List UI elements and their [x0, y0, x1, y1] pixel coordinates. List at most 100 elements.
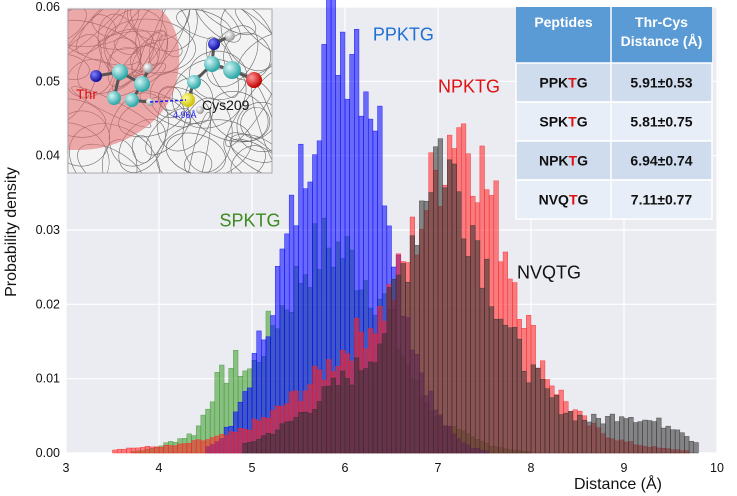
bar-nvqtg: [288, 420, 295, 454]
atom: [187, 75, 201, 89]
table-header-bg: [516, 7, 712, 63]
peptide-prefix: NPK: [539, 153, 569, 169]
bar-nvqtg: [619, 416, 625, 454]
bar-npktg: [219, 434, 225, 454]
table-cell-peptide: NVQTG: [539, 192, 589, 208]
bar-nvqtg: [633, 422, 639, 454]
bar-nvqtg: [461, 238, 467, 454]
series-labels: PPKTG NPKTG SPKTG NVQTG: [219, 24, 581, 282]
atom: [107, 91, 121, 105]
bar-nvqtg: [521, 370, 527, 454]
bar-nvqtg: [335, 385, 341, 454]
bar-npktg: [209, 437, 216, 454]
bar-nvqtg: [665, 425, 671, 454]
bar-nvqtg: [265, 433, 271, 454]
atom: [246, 72, 262, 88]
peptide-suffix: G: [577, 114, 588, 130]
bar-nvqtg: [377, 343, 383, 454]
bar-nvqtg: [642, 419, 648, 454]
histogram-bars: [112, 0, 699, 454]
peptide-prefix: PPK: [539, 75, 568, 91]
distance-line: [149, 99, 187, 103]
bar-npktg: [195, 439, 202, 454]
mesh-loop: [145, 108, 192, 156]
mesh-loop: [184, 151, 213, 173]
bar-nvqtg: [530, 364, 536, 454]
table-row: [515, 140, 713, 181]
series-label-spktg: SPKTG: [219, 210, 280, 230]
bar-nvqtg: [498, 318, 504, 454]
bar-nvqtg: [688, 441, 694, 454]
x-tick-label: 6: [342, 461, 349, 475]
bar-npktg: [130, 447, 137, 454]
bar-nvqtg: [507, 327, 513, 454]
atom: [196, 106, 204, 114]
mesh-loop: [156, 119, 252, 173]
bar-nvqtg: [693, 442, 699, 454]
bar-nvqtg: [363, 368, 369, 454]
bar-nvqtg: [312, 409, 318, 454]
bar-nvqtg: [656, 417, 662, 454]
atom: [143, 63, 153, 73]
bar-npktg: [112, 449, 118, 454]
peptide-suffix: G: [577, 75, 588, 91]
bar-npktg: [237, 428, 243, 454]
x-tick-label: 4: [156, 461, 163, 475]
bar-nvqtg: [484, 258, 490, 454]
distance-label: 4.96Å: [173, 110, 197, 120]
bar-nvqtg: [660, 427, 667, 454]
bar-nvqtg: [581, 419, 588, 454]
atom: [112, 64, 128, 80]
peptide-mark: T: [569, 192, 578, 208]
table-header-distance: Thr-Cys: [635, 14, 688, 30]
y-tick-label: 0.01: [36, 372, 60, 386]
bar-nvqtg: [330, 377, 336, 454]
bar-npktg: [228, 431, 234, 454]
bar-npktg: [191, 440, 197, 454]
bar-nvqtg: [316, 401, 323, 454]
x-tick-label: 7: [435, 461, 442, 475]
bar-nvqtg: [684, 436, 690, 454]
bar-nvqtg: [600, 423, 606, 454]
bar-nvqtg: [251, 441, 257, 454]
bar-nvqtg: [368, 361, 374, 454]
bar-nvqtg: [256, 438, 262, 454]
mesh-loop: [240, 107, 271, 139]
mesh-loop: [229, 133, 272, 163]
bar-nvqtg: [572, 420, 578, 454]
mesh-loop: [225, 71, 272, 147]
bar-nvqtg: [400, 263, 406, 454]
bar-nvqtg: [447, 159, 453, 454]
bar-nvqtg: [595, 418, 601, 454]
bar-nvqtg: [563, 412, 569, 454]
x-tick-label: 10: [710, 461, 724, 475]
bar-npktg: [144, 446, 150, 454]
bar-nvqtg: [502, 324, 509, 454]
peptide-mark: T: [568, 75, 577, 91]
bar-nvqtg: [284, 421, 290, 454]
bar-nvqtg: [451, 163, 457, 454]
bar-nvqtg: [651, 421, 657, 454]
bar-nvqtg: [465, 256, 471, 454]
bar-nvqtg: [456, 191, 462, 454]
table-row: [515, 101, 713, 142]
bar-nvqtg: [321, 386, 327, 454]
thr-surface: [68, 9, 180, 150]
bar-nvqtg: [544, 388, 550, 454]
atom: [125, 93, 139, 107]
bar-npktg: [186, 443, 192, 454]
bar-nvqtg: [488, 306, 495, 454]
atom: [225, 31, 235, 41]
x-tick-label: 9: [621, 461, 628, 475]
series-label-ppktg: PPKTG: [373, 24, 434, 44]
bar-npktg: [223, 435, 230, 454]
bar-npktg: [163, 444, 169, 454]
bar-nvqtg: [442, 187, 448, 454]
bar-nvqtg: [493, 318, 499, 454]
molecule-inset: 4.96Å Thr Cys209: [67, 8, 273, 174]
bar-npktg: [168, 445, 174, 454]
bar-npktg: [135, 447, 141, 454]
bar-nvqtg: [437, 138, 443, 454]
